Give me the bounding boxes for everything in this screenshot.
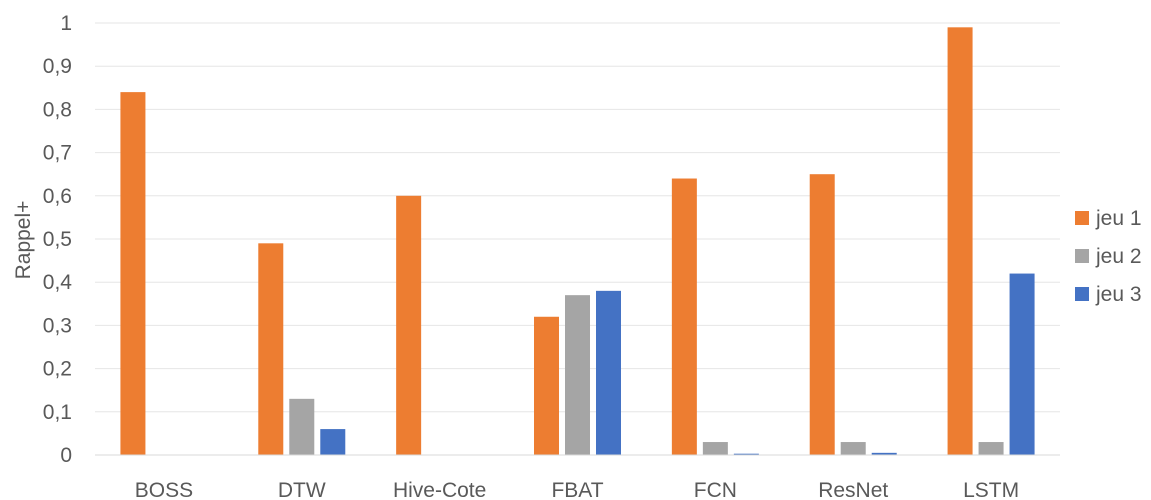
bar-fbat-series-3 [596,290,621,455]
x-tick-label: FBAT [551,479,603,500]
bar-resnet-series-1 [809,174,835,455]
y-tick-label: 0,8 [43,98,72,121]
legend: jeu 1 jeu 2 jeu 3 [1075,207,1142,306]
y-tick-label: 0,9 [43,55,72,78]
bar-lstm-series-1 [947,27,973,455]
x-tick-label: LSTM [963,479,1019,500]
bar-resnet-series-2 [840,442,866,455]
bar-dtw-series-1 [258,243,284,455]
gridlines [95,22,1060,413]
x-tick-label: ResNet [818,479,888,500]
y-tick-label: 0,6 [43,185,72,208]
legend-label: jeu 1 [1095,207,1142,230]
legend-swatch [1075,287,1089,301]
bars [120,27,1035,456]
y-tick-label: 0,5 [43,228,72,251]
x-tick-label: Hive-Cote [393,479,486,500]
y-tick-label: 0,3 [43,314,72,337]
legend-label: jeu 3 [1095,283,1142,306]
y-tick-label: 0,2 [43,358,72,381]
bar-lstm-series-2 [978,442,1004,455]
legend-swatch [1075,211,1089,225]
bar-fbat-series-2 [565,295,590,455]
x-tick-label: FCN [694,479,737,500]
bar-fcn-series-3 [733,453,759,455]
legend-swatch [1075,249,1089,263]
y-tick-label: 0,1 [43,401,72,424]
y-tick-label: 1 [60,12,72,35]
bar-lstm-series-3 [1009,273,1035,455]
bar-dtw-series-2 [289,398,315,455]
y-axis-ticks: 0 0,1 0,2 0,3 0,4 0,5 0,6 0,7 0,8 0,9 1 [43,12,73,467]
bar-fcn-series-1 [671,178,697,455]
y-tick-label: 0,4 [43,271,73,294]
y-tick-label: 0 [60,444,72,467]
x-tick-label: DTW [278,479,326,500]
bar-dtw-series-3 [320,429,346,455]
y-axis-title: Rappel+ [12,201,35,280]
bar-hive-cote-series-1 [396,195,422,456]
legend-label: jeu 2 [1095,245,1142,268]
bar-fbat-series-1 [534,316,559,455]
bar-resnet-series-3 [871,452,897,455]
y-tick-label: 0,7 [43,142,72,165]
x-tick-label: BOSS [135,479,193,500]
bar-fcn-series-2 [702,442,728,455]
bar-boss-series-1 [120,92,146,456]
x-axis-ticks: BOSS DTW Hive-Cote FBAT FCN ResNet LSTM [135,479,1019,500]
